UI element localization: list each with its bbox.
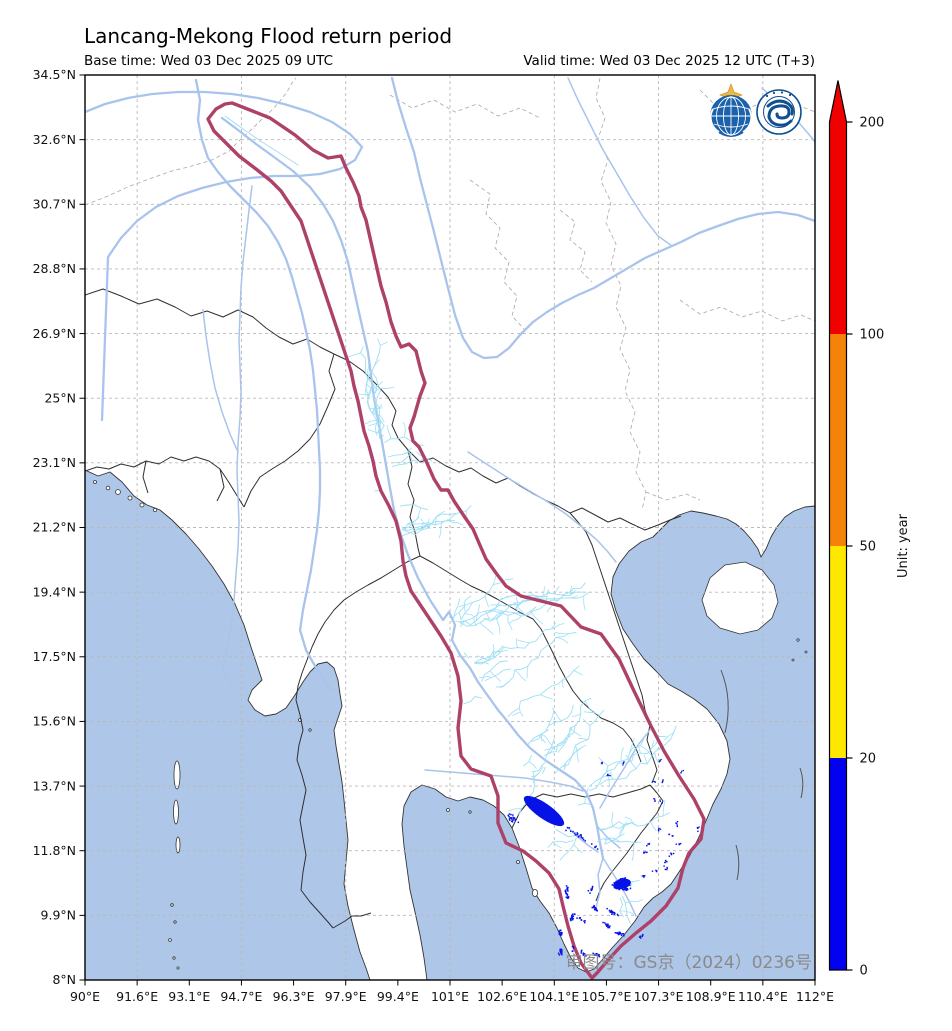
chindwin-river (202, 309, 239, 453)
gulf-of-thailand-south-china-sea (401, 505, 815, 980)
page-title: Lancang-Mekong Flood return period (84, 24, 453, 48)
colorbar-tick-label: 200 (860, 116, 885, 131)
nine-dash-line-segments (720, 669, 804, 881)
coastal-islands (93, 480, 808, 898)
x-tick-label: 101°E (431, 989, 469, 1004)
irrawaddy-river (221, 185, 253, 685)
sekong-river (599, 729, 651, 809)
x-axis: 90°E 91.6°E 93.1°E 94.7°E 96.3°E 97.9°E 99.4°E… (70, 980, 834, 1004)
y-tick-label: 19.4°N (33, 584, 76, 599)
valid-time-label: Valid time: Wed 03 Dec 2025 12 UTC (T+3) (523, 53, 815, 69)
colorbar-unit-label: Unit: year (896, 513, 911, 578)
x-tick-label: 97.9°E (325, 989, 367, 1004)
base-time-label: Base time: Wed 03 Dec 2025 09 UTC (84, 53, 333, 69)
x-tick-label: 107.3°E (634, 989, 684, 1004)
x-tick-label: 96.3°E (273, 989, 315, 1004)
y-tick-label: 13.7°N (33, 778, 76, 793)
x-tick-label: 93.1°E (168, 989, 210, 1004)
x-tick-label: 90°E (70, 989, 100, 1004)
salween-river (194, 78, 333, 692)
red-river (467, 451, 617, 563)
mekong-basin-outline (206, 101, 706, 980)
x-tick-label: 112°E (796, 989, 834, 1004)
x-tick-label: 102.6°E (477, 989, 527, 1004)
y-tick-label: 30.7°N (33, 196, 76, 211)
y-tick-label: 9.9°N (41, 908, 76, 923)
cma-logo (756, 89, 802, 135)
map-approval-number: 审图号：GS京（2024）0236号 (566, 953, 813, 973)
colorbar-tick-label: 100 (860, 328, 885, 343)
colorbar-segment (829, 758, 847, 970)
x-tick-label: 104.1°E (529, 989, 579, 1004)
colorbar-segment (829, 546, 847, 758)
y-tick-label: 11.8°N (33, 843, 76, 858)
yangtze-river (390, 76, 815, 360)
andaman-nicobar-islands (168, 760, 181, 970)
x-tick-label: 91.6°E (116, 989, 158, 1004)
mun-river (424, 769, 584, 792)
colorbar-segment (829, 122, 847, 334)
latitude-longitude-grid (85, 75, 815, 980)
colorbar-tick-label: 20 (860, 752, 877, 767)
x-tick-label: 110.4°E (738, 989, 788, 1004)
yalong-river (567, 77, 682, 247)
colorbar-arrow (829, 80, 847, 122)
y-tick-label: 15.6°N (33, 714, 76, 729)
colorbar-segment (829, 334, 847, 546)
y-tick-label: 25°N (44, 390, 76, 405)
hainan-island (701, 561, 779, 635)
colorbar-tick-label: 50 (860, 540, 877, 555)
y-tick-label: 26.9°N (33, 326, 76, 341)
flood-return-period-dots (507, 758, 700, 958)
major-rivers (85, 76, 815, 917)
y-tick-label: 23.1°N (33, 455, 76, 470)
y-tick-label: 21.2°N (33, 520, 76, 535)
mekong-delta-branch-2 (595, 857, 604, 909)
y-tick-label: 34.5°N (33, 67, 76, 82)
x-tick-label: 94.7°E (220, 989, 262, 1004)
wmo-logo (709, 83, 753, 137)
y-tick-label: 28.8°N (33, 261, 76, 276)
y-tick-label: 17.5°N (33, 649, 76, 664)
x-tick-label: 99.4°E (377, 989, 419, 1004)
y-axis: 34.5°N 32.6°N 30.7°N 28.8°N 26.9°N 25°N 23.1°N… (33, 67, 85, 987)
colorbar: 0 20 50 100 200 Unit: year (828, 80, 911, 979)
x-tick-label: 105.7°E (581, 989, 631, 1004)
colorbar-tick-label: 0 (860, 964, 868, 979)
river-network (224, 115, 677, 924)
mekong-river (220, 116, 605, 860)
y-tick-label: 32.6°N (33, 132, 76, 147)
cma-cloud-swirl-icon (766, 99, 794, 127)
x-tick-label: 108.9°E (686, 989, 736, 1004)
y-tick-label: 8°N (52, 972, 76, 987)
brahmaputra-river (85, 90, 364, 422)
